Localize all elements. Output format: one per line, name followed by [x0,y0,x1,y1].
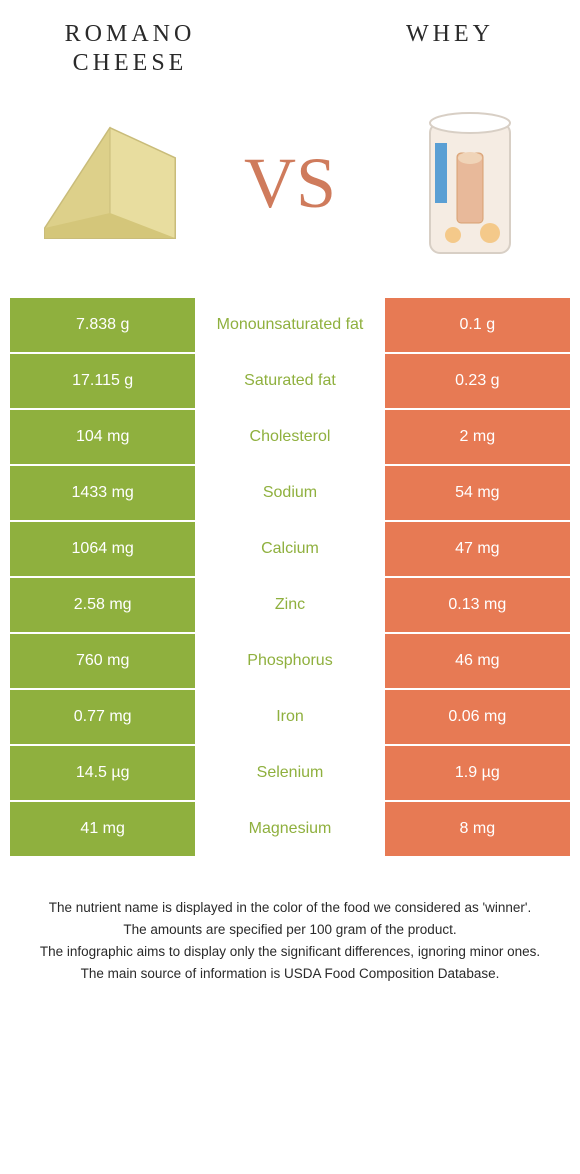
table-row: 760 mgPhosphorus46 mg [10,634,570,690]
right-value: 47 mg [385,522,570,578]
nutrient-label: Iron [197,690,384,746]
left-value: 2.58 mg [10,578,197,634]
vs-label: vs [244,147,336,219]
left-value: 17.115 g [10,354,197,410]
table-row: 14.5 µgSelenium1.9 µg [10,746,570,802]
left-value: 1433 mg [10,466,197,522]
nutrient-label: Phosphorus [197,634,384,690]
left-value: 14.5 µg [10,746,197,802]
whey-container-icon [415,103,525,263]
right-value: 1.9 µg [385,746,570,802]
footnote: The infographic aims to display only the… [30,942,550,962]
food-right-header: Whey [350,20,550,49]
footnote: The main source of information is USDA F… [30,964,550,984]
nutrient-label: Calcium [197,522,384,578]
food-left-image [20,93,200,273]
right-value: 2 mg [385,410,570,466]
nutrient-label: Sodium [197,466,384,522]
left-value: 7.838 g [10,298,197,354]
right-value: 0.1 g [385,298,570,354]
nutrient-label: Zinc [197,578,384,634]
right-value: 0.06 mg [385,690,570,746]
nutrient-label: Monounsaturated fat [197,298,384,354]
table-row: 17.115 gSaturated fat0.23 g [10,354,570,410]
left-value: 104 mg [10,410,197,466]
table-row: 41 mgMagnesium8 mg [10,802,570,858]
right-value: 0.23 g [385,354,570,410]
nutrient-table: 7.838 gMonounsaturated fat0.1 g17.115 gS… [10,298,570,858]
header: Romano cheese Whey [0,0,580,78]
table-row: 1064 mgCalcium47 mg [10,522,570,578]
right-value: 0.13 mg [385,578,570,634]
table-row: 104 mgCholesterol2 mg [10,410,570,466]
left-value: 760 mg [10,634,197,690]
table-row: 7.838 gMonounsaturated fat0.1 g [10,298,570,354]
left-value: 0.77 mg [10,690,197,746]
footnote: The nutrient name is displayed in the co… [30,898,550,918]
right-value: 54 mg [385,466,570,522]
food-right-title: Whey [350,20,550,49]
food-left-title: Romano cheese [30,20,230,78]
right-value: 46 mg [385,634,570,690]
food-left-header: Romano cheese [30,20,230,78]
nutrient-label: Saturated fat [197,354,384,410]
vs-row: vs [0,78,580,298]
food-right-image [380,93,560,273]
cheese-icon [35,118,185,248]
table-row: 2.58 mgZinc0.13 mg [10,578,570,634]
table-row: 1433 mgSodium54 mg [10,466,570,522]
left-value: 1064 mg [10,522,197,578]
footnote: The amounts are specified per 100 gram o… [30,920,550,940]
footer-notes: The nutrient name is displayed in the co… [0,858,580,1007]
nutrient-label: Cholesterol [197,410,384,466]
table-row: 0.77 mgIron0.06 mg [10,690,570,746]
nutrient-label: Magnesium [197,802,384,858]
nutrient-label: Selenium [197,746,384,802]
right-value: 8 mg [385,802,570,858]
left-value: 41 mg [10,802,197,858]
